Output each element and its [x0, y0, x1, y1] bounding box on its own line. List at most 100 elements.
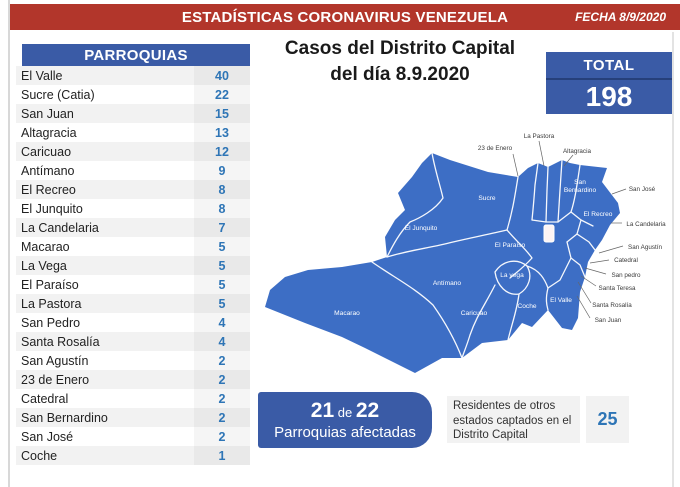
parish-name: Sucre (Catia) — [16, 85, 194, 104]
parish-name: Caricuao — [16, 142, 194, 161]
parroquias-table: PARROQUIAS El Valle 40 Sucre (Catia) 22 San … — [16, 44, 250, 465]
table-row: San Pedro 4 — [16, 313, 250, 332]
parish-name: El Recreo — [16, 180, 194, 199]
residents-note: Residentes de otros estados captados en … — [447, 396, 580, 443]
affected-caption: Parroquias afectadas — [274, 424, 416, 441]
parish-count: 1 — [194, 446, 250, 465]
affected-count-line: 21 de 22 — [311, 399, 379, 423]
page-title-line2: del día 8.9.2020 — [330, 63, 470, 85]
parish-name: Santa Rosalía — [16, 332, 194, 351]
parish-count: 7 — [194, 218, 250, 237]
parish-count: 2 — [194, 389, 250, 408]
map-outline — [265, 153, 620, 373]
banner-date: FECHA 8/9/2020 — [575, 10, 666, 24]
callout-lines — [512, 140, 627, 319]
parish-count: 5 — [194, 237, 250, 256]
parish-name: El Valle — [16, 66, 194, 85]
parish-name: Altagracia — [16, 123, 194, 142]
table-row: La Candelaria 7 — [16, 218, 250, 237]
page-left-border — [8, 0, 10, 487]
affected-parishes-box: 21 de 22 Parroquias afectadas — [258, 392, 432, 448]
map-callout-23-de-enero: 23 de Enero — [478, 145, 513, 152]
parish-name: San Agustín — [16, 351, 194, 370]
affected-total: 22 — [355, 399, 380, 422]
parroquias-table-header: PARROQUIAS — [22, 44, 250, 66]
map-label-antimano: Antímano — [433, 280, 462, 287]
table-row: San Juan 15 — [16, 104, 250, 123]
parish-count: 4 — [194, 313, 250, 332]
total-value: 198 — [585, 81, 633, 112]
table-row: San Agustín 2 — [16, 351, 250, 370]
map-label-coche: Coche — [517, 303, 536, 310]
table-row: El Valle 40 — [16, 66, 250, 85]
parish-count: 12 — [194, 142, 250, 161]
parish-count: 5 — [194, 275, 250, 294]
table-row: Catedral 2 — [16, 389, 250, 408]
table-row: 23 de Enero 2 — [16, 370, 250, 389]
table-row: Coche 1 — [16, 446, 250, 465]
parish-name: San Bernardino — [16, 408, 194, 427]
parish-count: 5 — [194, 256, 250, 275]
parish-count: 22 — [194, 85, 250, 104]
map-label-el-junquito: El Junquito — [405, 225, 438, 232]
table-row: La Pastora 5 — [16, 294, 250, 313]
table-row: Sucre (Catia) 22 — [16, 85, 250, 104]
affected-count: 21 — [310, 399, 335, 422]
parish-name: El Paraíso — [16, 275, 194, 294]
page-title-line1: Casos del Distrito Capital — [284, 38, 516, 59]
parish-name: Antímano — [16, 161, 194, 180]
page-right-border — [672, 32, 674, 487]
map-callout-san-juan: San Juan — [595, 317, 622, 324]
map-callout-catedral: Catedral — [614, 257, 638, 264]
parish-count: 8 — [194, 199, 250, 218]
parish-name: La Candelaria — [16, 218, 194, 237]
table-row: San José 2 — [16, 427, 250, 446]
parish-count: 2 — [194, 370, 250, 389]
parish-name: Macarao — [16, 237, 194, 256]
table-row: El Recreo 8 — [16, 180, 250, 199]
parish-name: San Pedro — [16, 313, 194, 332]
table-row: El Junquito 8 — [16, 199, 250, 218]
map-callout-san-agustin: San Agustín — [628, 244, 662, 251]
parish-name: La Vega — [16, 256, 194, 275]
banner-title: ESTADÍSTICAS CORONAVIRUS VENEZUELA — [181, 8, 509, 26]
top-banner: ESTADÍSTICAS CORONAVIRUS VENEZUELA FECHA… — [10, 4, 680, 30]
map-label-caricuao: Caricuao — [461, 310, 488, 317]
total-label: TOTAL — [546, 52, 672, 80]
parish-count: 9 — [194, 161, 250, 180]
map-svg: Sucre El Junquito San Bernardino El Recr… — [265, 133, 666, 373]
parish-name: Coche — [16, 446, 194, 465]
parish-count: 4 — [194, 332, 250, 351]
parish-count: 2 — [194, 351, 250, 370]
parish-name: San José — [16, 427, 194, 446]
table-row: San Bernardino 2 — [16, 408, 250, 427]
map-label-san-bernardino-1: San — [574, 179, 586, 186]
residents-count: 25 — [586, 396, 629, 443]
map-callout-san-jose: San José — [629, 186, 656, 193]
map-label-sucre: Sucre — [478, 195, 496, 202]
map-label-san-bernardino-2: Bernardino — [564, 187, 597, 194]
parish-name: El Junquito — [16, 199, 194, 218]
central-parish-highlight — [543, 224, 555, 243]
map-callout-la-candelaria: La Candelaria — [626, 221, 666, 228]
parish-name: 23 de Enero — [16, 370, 194, 389]
map-callout-la-pastora: La Pastora — [524, 133, 555, 140]
map-callout-santa-rosalia: Santa Rosalía — [592, 302, 632, 309]
parish-count: 5 — [194, 294, 250, 313]
table-row: Caricuao 12 — [16, 142, 250, 161]
parish-count: 13 — [194, 123, 250, 142]
map-callout-san-pedro: San pedro — [611, 272, 641, 279]
total-box: TOTAL 198 — [546, 52, 672, 114]
map-label-el-valle: El Valle — [550, 297, 572, 304]
table-row: La Vega 5 — [16, 256, 250, 275]
parish-count: 15 — [194, 104, 250, 123]
table-row: Altagracia 13 — [16, 123, 250, 142]
map-label-el-paraiso: El Paraíso — [495, 242, 526, 249]
parish-count: 8 — [194, 180, 250, 199]
table-row: El Paraíso 5 — [16, 275, 250, 294]
parish-boundaries — [371, 152, 596, 359]
parish-name: San Juan — [16, 104, 194, 123]
map-label-el-recreo: El Recreo — [584, 211, 613, 218]
table-row: Antímano 9 — [16, 161, 250, 180]
distrito-capital-map: Sucre El Junquito San Bernardino El Recr… — [255, 110, 680, 400]
